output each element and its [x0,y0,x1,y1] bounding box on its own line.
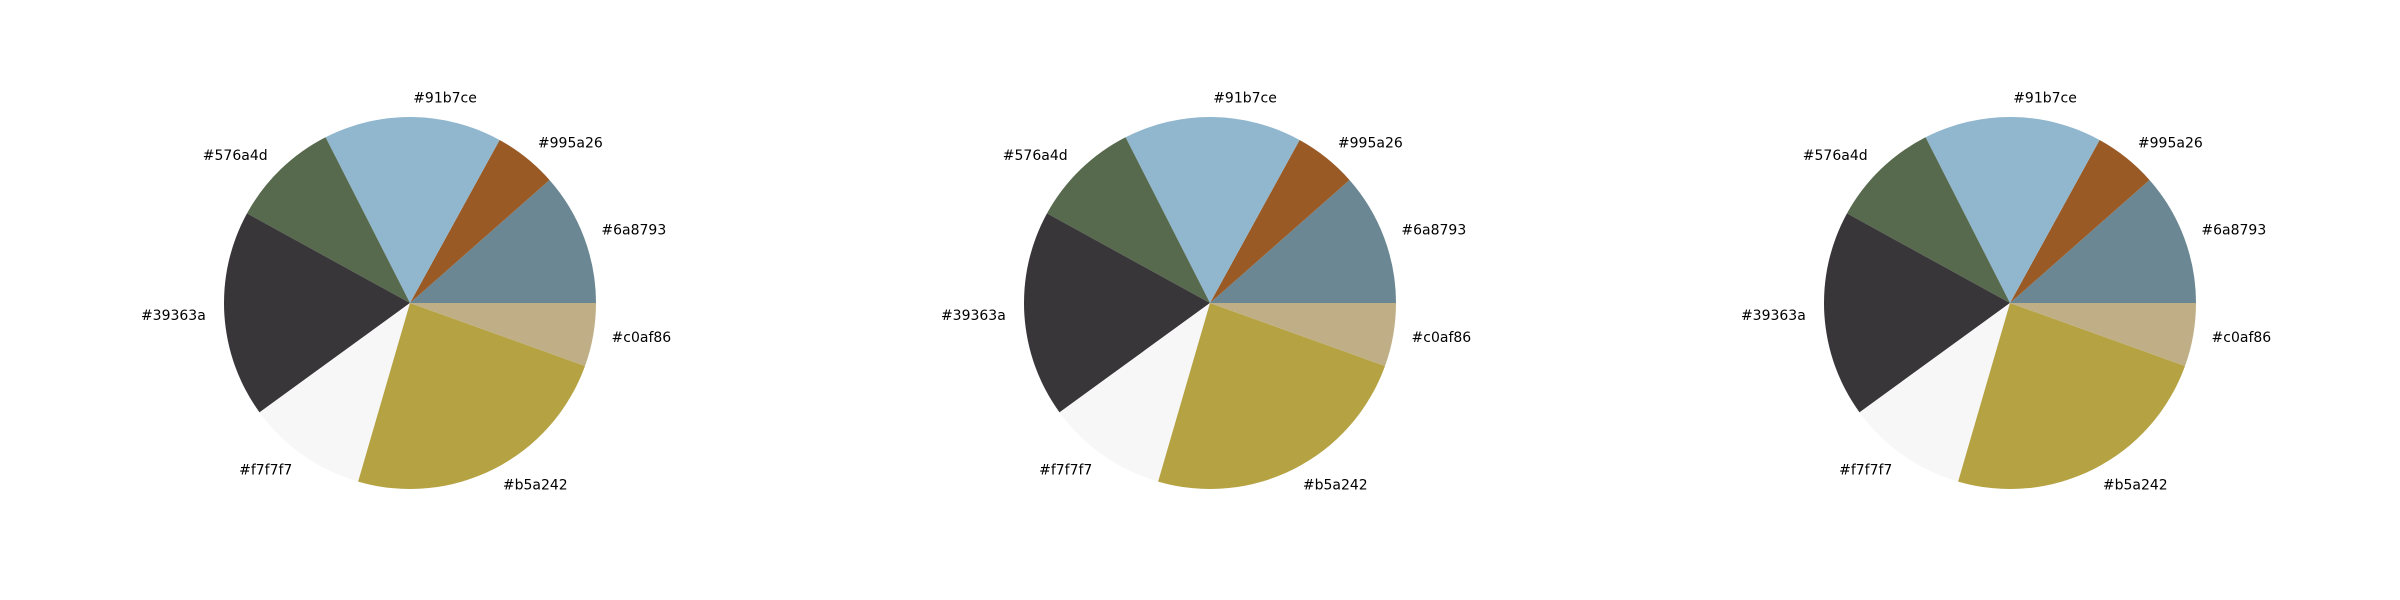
pie-slice-label: #995a26 [1338,135,1403,151]
pie-slice-c0af86 [410,303,596,367]
pie-slice-label: #b5a242 [503,477,568,493]
pie-slice-label: #b5a242 [1303,477,1368,493]
pie-slice-995a26 [410,140,550,303]
pie-slice-f7f7f7 [1059,303,1210,482]
pie-slice-label: #f7f7f7 [1839,462,1892,478]
pie-slice-39363a [223,213,410,413]
pie-slice-label: #6a8793 [1401,223,1466,239]
pie-slice-6a8793 [2010,180,2196,303]
pie-slice-label: #c0af86 [1412,330,1472,346]
pie-slice-91b7ce [1925,116,2100,303]
pie-slice-label: #39363a [1741,308,1806,324]
pie-slice-b5a242 [1158,303,1385,489]
pie-slice-f7f7f7 [1859,303,2010,482]
pie-slice-f7f7f7 [259,303,410,482]
pie-slice-label: #91b7ce [413,90,477,106]
pie-slice-576a4d [1847,137,2010,303]
pie-chart-middle: #6a8793 #995a26 #91b7ce #576a4d #39363a #f7f7… [941,90,1471,493]
pie-slice-995a26 [1210,140,1350,303]
pie-slice-995a26 [2010,140,2150,303]
pie-slice-label: #576a4d [203,148,268,164]
pie-slice-b5a242 [1958,303,2185,489]
pie-slice-b5a242 [358,303,585,489]
pie-slice-label: #f7f7f7 [239,462,292,478]
pie-slice-label: #576a4d [1803,148,1868,164]
pie-slice-91b7ce [325,116,500,303]
pie-slice-label: #91b7ce [1213,90,1277,106]
pie-slice-label: #f7f7f7 [1039,462,1092,478]
pie-slice-label: #6a8793 [601,223,666,239]
pie-slice-c0af86 [1210,303,1396,367]
pie-chart-left: #6a8793 #995a26 #91b7ce #576a4d #39363a #f7f7… [141,90,671,493]
pie-slice-label: #39363a [141,308,206,324]
pie-slice-label: #576a4d [1003,148,1068,164]
pie-slice-label: #b5a242 [2103,477,2168,493]
pie-slice-39363a [1023,213,1210,413]
pie-slice-label: #c0af86 [2212,330,2272,346]
pie-slice-39363a [1823,213,2010,413]
pie-slice-label: #39363a [941,308,1006,324]
pie-slice-576a4d [247,137,410,303]
pie-slice-label: #6a8793 [2201,223,2266,239]
pie-slice-91b7ce [1125,116,1300,303]
pie-slice-6a8793 [1210,180,1396,303]
pie-slice-576a4d [1047,137,1210,303]
pie-slice-label: #995a26 [2138,135,2203,151]
pie-chart-right: #6a8793 #995a26 #91b7ce #576a4d #39363a #f7f7… [1741,90,2271,493]
pie-slice-c0af86 [2010,303,2196,367]
pie-slice-6a8793 [410,180,596,303]
pie-slice-label: #995a26 [538,135,603,151]
pie-slice-label: #c0af86 [612,330,672,346]
pie-slice-label: #91b7ce [2013,90,2077,106]
